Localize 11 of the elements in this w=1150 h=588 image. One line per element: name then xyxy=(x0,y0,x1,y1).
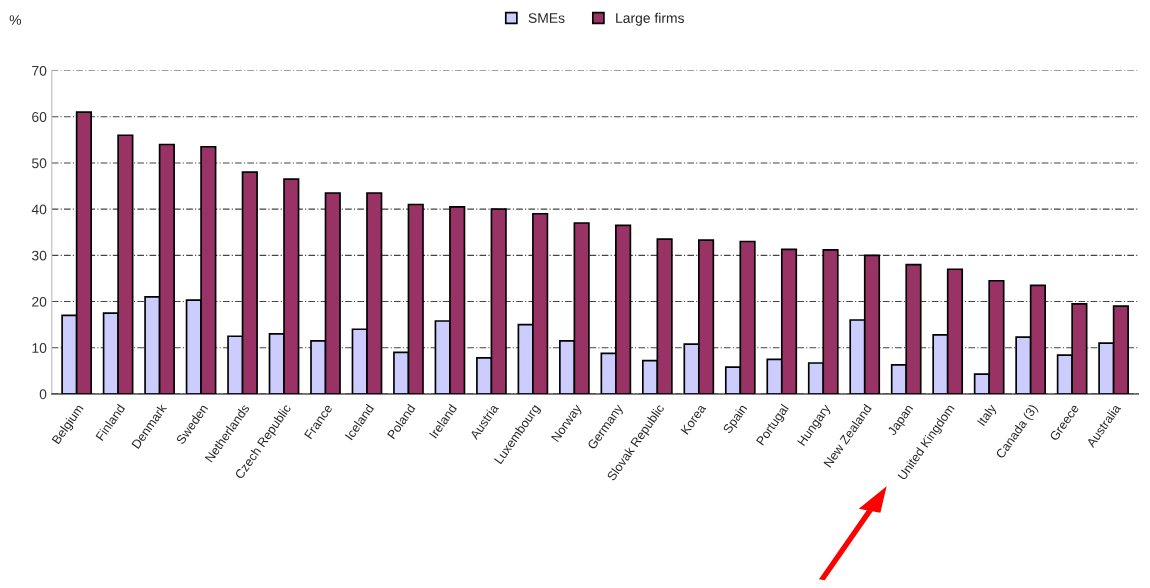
y-tick-label: 10 xyxy=(32,343,47,353)
y-tick-label: 30 xyxy=(31,250,47,261)
y-tick-label: 40 xyxy=(31,204,47,215)
y-tick-label: 20 xyxy=(32,296,47,307)
legend-label: SMEs xyxy=(528,13,565,23)
legend-label: Large firms xyxy=(616,12,684,26)
y-tick-label: 0 xyxy=(39,389,47,400)
y-tick-label: 50 xyxy=(32,158,47,169)
y-tick-label: 60 xyxy=(32,112,47,122)
y-axis-title: % xyxy=(9,15,22,25)
y-tick-label: 70 xyxy=(32,65,47,76)
